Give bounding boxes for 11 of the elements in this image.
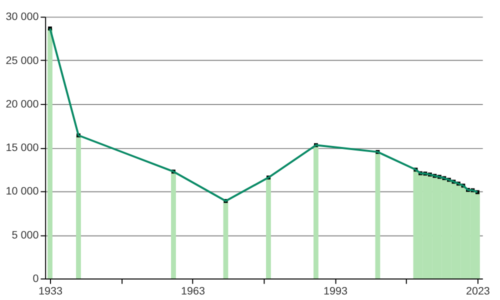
y-tick-label: 0 [32, 272, 39, 285]
x-tick-label: 1933 [38, 286, 62, 298]
y-tick-label: 20 000 [6, 98, 39, 110]
y-tick-label: 25 000 [6, 54, 39, 67]
x-tick-label: 2023 [466, 286, 490, 298]
x-tick-label: 1963 [180, 286, 205, 298]
x-tick-label: 1993 [323, 286, 348, 298]
y-tick-label: 15 000 [6, 142, 39, 154]
y-tick-label: 5 000 [12, 229, 39, 242]
y-tick-label: 30 000 [6, 11, 39, 24]
y-tick-label: 10 000 [6, 186, 39, 198]
